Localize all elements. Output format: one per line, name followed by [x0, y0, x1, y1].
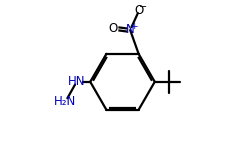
- Text: HN: HN: [68, 75, 86, 88]
- Text: H₂N: H₂N: [54, 95, 76, 108]
- Text: +: +: [130, 22, 138, 31]
- Text: −: −: [139, 2, 147, 12]
- Text: O: O: [108, 22, 117, 35]
- Text: N: N: [126, 23, 135, 36]
- Text: O: O: [134, 4, 143, 17]
